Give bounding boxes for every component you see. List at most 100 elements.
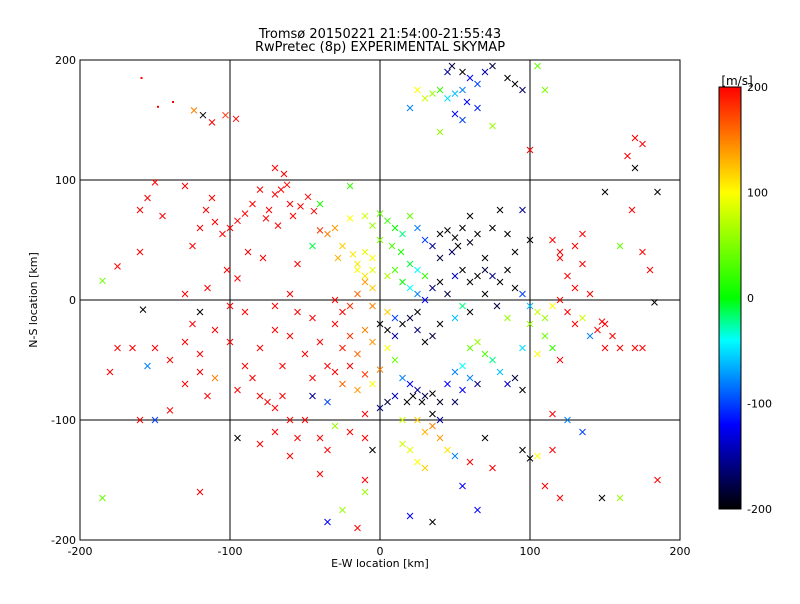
data-point-x [399, 416, 406, 424]
data-point-x [654, 188, 661, 196]
data-point-x [571, 242, 579, 250]
data-point-x [406, 380, 414, 388]
data-point-x [511, 80, 519, 88]
data-point-x [361, 326, 369, 334]
data-point-x [459, 224, 466, 232]
data-point-x [339, 344, 346, 352]
data-point-x [598, 494, 606, 502]
data-point-x [444, 380, 451, 388]
data-point-x [265, 206, 273, 214]
data-point-x [324, 230, 331, 238]
data-point-x [519, 206, 526, 214]
data-point-x [519, 344, 526, 352]
data-point-x [481, 290, 489, 298]
data-point-x [232, 115, 240, 123]
data-point-x [406, 446, 414, 454]
data-point-x [196, 488, 204, 496]
data-point-x [409, 392, 417, 400]
data-point-x [429, 422, 436, 430]
data-point-x [406, 212, 414, 220]
data-point-x [181, 380, 189, 388]
data-point-x [579, 230, 586, 238]
data-point-x [466, 239, 474, 246]
data-point-x [526, 146, 534, 154]
data-point-x [369, 222, 376, 229]
data-point-x [384, 398, 391, 406]
data-point-x [349, 251, 357, 258]
data-point-x [129, 344, 136, 352]
data-point-x [421, 338, 429, 346]
data-point-x [361, 410, 369, 418]
data-point-x [466, 344, 474, 352]
data-point-x [384, 308, 391, 316]
data-point-x [448, 62, 456, 70]
data-point-x [444, 227, 451, 234]
data-point-x [226, 224, 234, 232]
data-point-x [189, 242, 196, 250]
data-point-x [249, 200, 256, 208]
data-point-x [223, 266, 231, 274]
data-point-x [222, 111, 229, 119]
data-point-x [166, 356, 174, 364]
data-point-x [294, 434, 301, 442]
data-point-x [631, 344, 639, 352]
data-point-x [444, 68, 451, 76]
y-tick-label: 200 [55, 54, 76, 67]
data-point-x [99, 494, 106, 502]
data-point-x [361, 434, 369, 442]
data-point-dot [140, 77, 143, 79]
data-point-x [256, 392, 264, 400]
data-point-x [459, 68, 466, 76]
data-point-x [549, 302, 556, 310]
data-point-x [196, 350, 204, 358]
data-point-x [283, 181, 291, 189]
data-point-x [511, 374, 519, 382]
data-point-x [579, 260, 586, 268]
data-point-x [421, 428, 429, 436]
data-point-x [481, 254, 489, 262]
data-point-x [286, 452, 294, 460]
x-tick-label: 0 [377, 545, 384, 558]
data-points [99, 62, 661, 532]
data-point-x [331, 224, 339, 232]
data-point-x [166, 407, 174, 414]
data-point-x [310, 207, 318, 215]
data-point-x [346, 215, 354, 222]
data-point-x [309, 374, 316, 382]
data-point-x [511, 284, 519, 292]
data-point-x [459, 302, 466, 310]
data-point-x [106, 368, 114, 376]
data-point-x [241, 308, 249, 316]
data-point-x [294, 308, 301, 316]
data-point-x [406, 314, 414, 322]
data-point-x [399, 320, 406, 328]
data-point-x [504, 74, 511, 82]
data-point-x [489, 122, 496, 130]
data-point-x [219, 230, 226, 238]
data-point-x [271, 428, 279, 436]
data-point-x [496, 278, 504, 286]
data-point-x [601, 344, 609, 352]
data-point-x [481, 434, 489, 442]
data-point-x [616, 344, 624, 352]
data-point-x [361, 248, 369, 256]
data-point-x [361, 272, 369, 280]
data-point-x [271, 404, 279, 412]
data-point-x [534, 452, 541, 460]
data-point-x [391, 356, 399, 364]
data-point-x [549, 410, 556, 418]
data-point-x [598, 318, 606, 325]
data-point-x [526, 320, 534, 328]
data-point-x [444, 95, 451, 102]
data-point-x [391, 266, 399, 274]
data-point-x [586, 290, 594, 298]
data-point-x [421, 272, 429, 280]
data-point-x [346, 302, 354, 310]
data-point-x [474, 338, 481, 346]
data-point-x [259, 254, 267, 262]
data-point-x [354, 260, 361, 268]
data-point-x [324, 362, 331, 370]
data-point-x [504, 230, 511, 238]
data-point-x [286, 332, 294, 340]
